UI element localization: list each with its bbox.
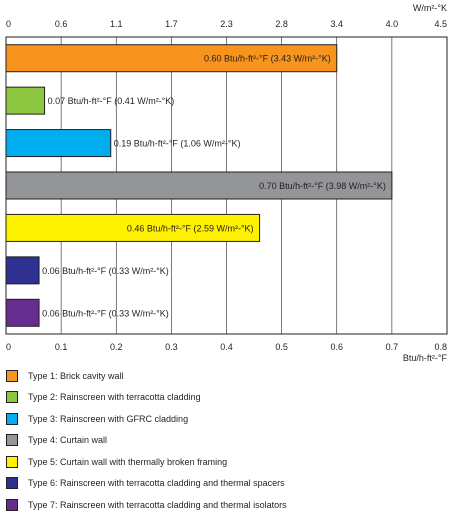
bottom-axis-unit-label: Btu/h-ft²-°F bbox=[403, 353, 448, 363]
legend-label: Type 6: Rainscreen with terracotta cladd… bbox=[28, 478, 285, 489]
legend-item: Type 4: Curtain wall bbox=[6, 430, 446, 452]
legend-swatch bbox=[6, 391, 18, 404]
bar bbox=[5, 44, 338, 73]
bar-value-label: 0.60 Btu/h-ft²-°F (3.43 W/m²-°K) bbox=[204, 54, 331, 64]
bar-value-label: 0.06 Btu/h-ft²-°F (0.33 W/m²-°K) bbox=[42, 308, 169, 318]
top-axis-unit-label: W/m²-°K bbox=[413, 3, 447, 13]
bar bbox=[5, 213, 261, 242]
legend-swatch bbox=[6, 477, 18, 490]
legend-item: Type 2: Rainscreen with terracotta cladd… bbox=[6, 387, 446, 409]
legend: Type 1: Brick cavity wall Type 2: Rainscr… bbox=[6, 365, 446, 516]
tick-labels: 0 0 0.1 0.6 0.2 1.1 0.3 1.7 0.4 2.3 0.5 2.8 0.6 3.4 0.… bbox=[6, 19, 447, 352]
top-tick-label: 1.1 bbox=[110, 19, 123, 29]
legend-item: Type 6: Rainscreen with terracotta cladd… bbox=[6, 473, 446, 495]
legend-label: Type 5: Curtain wall with thermally brok… bbox=[28, 456, 228, 467]
bar bbox=[5, 129, 112, 158]
bottom-tick-label: 0.6 bbox=[330, 342, 343, 352]
legend-label: Type 1: Brick cavity wall bbox=[28, 370, 124, 381]
bottom-tick-label: 0 bbox=[6, 342, 11, 352]
bar bbox=[5, 256, 40, 285]
bar bbox=[5, 86, 46, 115]
legend-label: Type 2: Rainscreen with terracotta cladd… bbox=[28, 392, 201, 403]
top-tick-label: 0 bbox=[6, 19, 11, 29]
legend-label: Type 3: Rainscreen with GFRC cladding bbox=[28, 413, 189, 424]
legend-label: Type 4: Curtain wall bbox=[28, 435, 108, 446]
bars: 0.60 Btu/h-ft²-°F (3.43 W/m²-°K) 0.07 Btu… bbox=[5, 44, 393, 327]
bar bbox=[5, 171, 393, 200]
legend-swatch bbox=[6, 412, 18, 425]
legend-swatch bbox=[6, 369, 18, 382]
bottom-tick-label: 0.8 bbox=[434, 342, 447, 352]
legend-swatch bbox=[6, 434, 18, 447]
legend-label: Type 7: Rainscreen with terracotta cladd… bbox=[28, 499, 287, 510]
legend-item: Type 3: Rainscreen with GFRC cladding bbox=[6, 408, 446, 430]
legend-item: Type 1: Brick cavity wall bbox=[6, 365, 446, 387]
top-tick-label: 3.4 bbox=[330, 19, 343, 29]
top-tick-label: 0.6 bbox=[55, 19, 68, 29]
bar-value-label: 0.19 Btu/h-ft²-°F (1.06 W/m²-°K) bbox=[114, 139, 241, 149]
top-tick-label: 4.0 bbox=[386, 19, 399, 29]
bar-value-label: 0.06 Btu/h-ft²-°F (0.33 W/m²-°K) bbox=[42, 266, 169, 276]
bar-value-label: 0.70 Btu/h-ft²-°F (3.98 W/m²-°K) bbox=[259, 181, 386, 191]
bottom-tick-label: 0.5 bbox=[275, 342, 288, 352]
legend-item: Type 5: Curtain wall with thermally brok… bbox=[6, 451, 446, 473]
top-tick-label: 1.7 bbox=[165, 19, 178, 29]
bar-value-label: 0.46 Btu/h-ft²-°F (2.59 W/m²-°K) bbox=[127, 223, 254, 233]
top-tick-label: 2.3 bbox=[220, 19, 233, 29]
top-tick-label: 2.8 bbox=[275, 19, 288, 29]
legend-swatch bbox=[6, 455, 18, 468]
bottom-tick-label: 0.3 bbox=[165, 342, 178, 352]
chart: 0.60 Btu/h-ft²-°F (3.43 W/m²-°K) 0.07 Btu… bbox=[5, 3, 448, 363]
bar bbox=[5, 298, 40, 327]
legend-item: Type 7: Rainscreen with terracotta cladd… bbox=[6, 494, 446, 516]
bottom-tick-label: 0.2 bbox=[110, 342, 123, 352]
bottom-tick-label: 0.1 bbox=[55, 342, 68, 352]
bar-value-label: 0.07 Btu/h-ft²-°F (0.41 W/m²-°K) bbox=[48, 96, 175, 106]
bottom-tick-label: 0.7 bbox=[386, 342, 399, 352]
legend-swatch bbox=[6, 498, 18, 511]
top-tick-label: 4.5 bbox=[434, 19, 447, 29]
bottom-tick-label: 0.4 bbox=[220, 342, 233, 352]
